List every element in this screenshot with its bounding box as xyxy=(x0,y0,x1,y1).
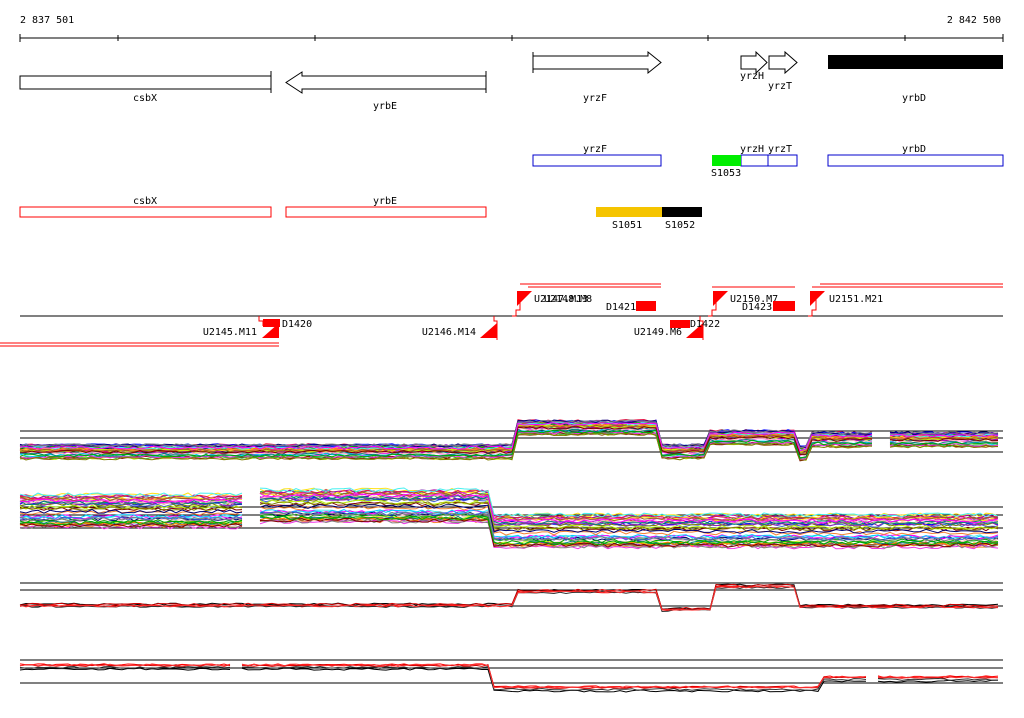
expression-trace xyxy=(19,487,999,518)
tu-reverse-label: U2145.M11 xyxy=(203,327,257,338)
tu-forward-label: U2148.M8 xyxy=(544,294,592,305)
tu-promoter-flag[interactable] xyxy=(810,291,825,306)
downshift-block[interactable] xyxy=(670,320,690,328)
downshift-block[interactable] xyxy=(636,301,656,311)
gene-yrzH[interactable]: yrzH xyxy=(740,50,768,82)
gene-label: yrbE xyxy=(373,101,397,112)
segment-bar-S1053[interactable] xyxy=(712,155,741,166)
expression-traces xyxy=(19,418,999,462)
expression-trace xyxy=(19,501,999,532)
gene-arrow-reverse xyxy=(285,71,487,94)
tu-reverse-label: U2146.M14 xyxy=(422,327,476,338)
annotation-label: csbX xyxy=(133,196,157,207)
annotation-label: yrbE xyxy=(373,196,397,207)
expression-trace xyxy=(19,667,999,693)
downshift-label: D1423 xyxy=(742,302,772,313)
annotation-box[interactable] xyxy=(767,154,798,167)
gene-yrbE[interactable]: yrbE xyxy=(285,71,487,112)
gene-csbX[interactable]: csbX xyxy=(19,71,272,104)
segment-label: S1051 xyxy=(612,220,642,231)
gene-yrbD[interactable]: yrbD xyxy=(828,55,1003,104)
expression-trace xyxy=(19,432,998,461)
downshift-block[interactable] xyxy=(773,301,795,311)
expression-trace xyxy=(19,511,999,542)
expression-trace xyxy=(19,493,999,524)
annotation-box[interactable] xyxy=(827,154,1004,167)
expression-trace xyxy=(19,515,999,546)
gene-arrow-forward xyxy=(740,50,768,75)
gene-box-filled xyxy=(828,55,1003,69)
expression-trace xyxy=(19,495,999,526)
expression-panel-reverse-all xyxy=(19,487,1003,550)
gene-label: yrzF xyxy=(583,93,607,104)
gene-arrow-forward xyxy=(768,50,798,75)
downshift-label: D1422 xyxy=(690,319,720,330)
annotation-box[interactable] xyxy=(285,206,487,218)
end-coordinate-label: 2 842 500 xyxy=(947,15,1001,26)
red-annotation-row: csbX yrbE xyxy=(19,196,487,218)
annotation-label: yrzH xyxy=(740,144,764,155)
downshift-label: D1420 xyxy=(282,319,312,330)
annotation-label: yrzT xyxy=(768,144,792,155)
annotation-box[interactable] xyxy=(19,206,272,218)
annotation-box[interactable] xyxy=(740,154,769,167)
expression-panel-forward-pair xyxy=(19,582,1003,613)
gene-yrzT[interactable]: yrzT xyxy=(768,50,798,92)
expression-trace xyxy=(19,665,998,691)
coordinate-ruler: 2 837 501 2 842 500 xyxy=(19,15,1004,42)
expression-panel-forward-all xyxy=(19,418,1003,462)
expression-panel-reverse-pair xyxy=(19,659,1003,693)
tu-promoter-flag[interactable] xyxy=(686,323,703,338)
expression-trace xyxy=(19,422,999,452)
tu-forward-label: U2151.M21 xyxy=(829,294,883,305)
blue-annotation-row: yrzF yrzH yrzT yrbD xyxy=(532,144,1004,167)
segment-label: S1052 xyxy=(665,220,695,231)
gene-box xyxy=(19,75,272,90)
expression-trace xyxy=(19,419,999,449)
expression-trace xyxy=(19,509,999,539)
gene-label: yrzT xyxy=(768,81,792,92)
tu-reverse-label: U2149.M6 xyxy=(634,327,682,338)
expression-trace xyxy=(19,663,999,689)
gene-label: yrzH xyxy=(740,71,764,82)
tu-end-bracket xyxy=(258,316,264,326)
gene-track: csbX yrbE yrzF yrzH yrzT yrbD xyxy=(19,50,1003,112)
segment-bar-S1052[interactable] xyxy=(662,207,702,217)
gene-yrzF[interactable]: yrzF xyxy=(532,50,662,104)
expression-trace xyxy=(19,583,999,610)
tu-forward-label: U2147.M13 xyxy=(534,294,588,305)
annotation-label: yrzF xyxy=(583,144,607,155)
expression-traces xyxy=(19,663,999,693)
expression-trace xyxy=(19,429,999,459)
gene-arrow-forward xyxy=(532,50,662,75)
annotation-box[interactable] xyxy=(532,154,662,167)
downshift-block[interactable] xyxy=(263,319,280,327)
gene-label: csbX xyxy=(133,93,157,104)
transcription-unit-track: U2147.M13 U2148.M8 U2150.M7 U2151.M21 U2… xyxy=(0,283,1003,347)
segment-track: S1053 S1051 S1052 xyxy=(596,155,741,231)
tu-promoter-flag[interactable] xyxy=(517,291,532,306)
expression-trace xyxy=(19,503,999,534)
tu-promoter-flag[interactable] xyxy=(480,323,497,338)
tu-promoter-flag[interactable] xyxy=(713,291,728,306)
expression-trace xyxy=(19,585,998,611)
expression-traces xyxy=(19,487,999,550)
downshift-label: D1421 xyxy=(606,302,636,313)
expression-traces xyxy=(19,583,999,613)
annotation-label: yrbD xyxy=(902,144,926,155)
segment-label: S1053 xyxy=(711,168,741,179)
segment-bar-S1051[interactable] xyxy=(596,207,662,217)
start-coordinate-label: 2 837 501 xyxy=(20,15,74,26)
expression-trace xyxy=(19,505,999,536)
tu-forward-label: U2150.M7 xyxy=(730,294,778,305)
gene-label: yrbD xyxy=(902,93,926,104)
expression-trace xyxy=(19,425,999,456)
